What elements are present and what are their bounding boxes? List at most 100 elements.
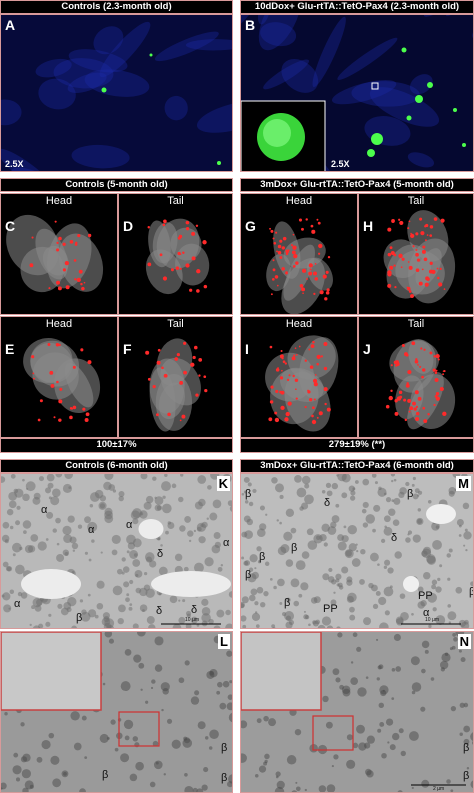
islet	[285, 252, 289, 256]
islet	[316, 416, 319, 419]
granule	[372, 528, 376, 533]
islet	[323, 387, 328, 392]
granule	[453, 637, 458, 642]
islet	[385, 404, 390, 409]
islet	[404, 352, 408, 357]
granule	[392, 519, 400, 527]
islet	[322, 274, 327, 279]
cell-type-label: β	[245, 569, 252, 581]
granule	[129, 579, 134, 585]
granule	[378, 702, 384, 709]
islet	[84, 418, 89, 423]
islet	[311, 229, 316, 234]
granule	[264, 753, 270, 760]
islet	[312, 340, 315, 344]
granule	[398, 728, 404, 734]
granule	[277, 546, 287, 556]
granule	[20, 756, 28, 763]
islet	[204, 389, 208, 393]
islet	[281, 357, 284, 360]
granule	[356, 724, 365, 734]
granule	[121, 557, 126, 562]
granule	[129, 603, 133, 607]
islet	[415, 416, 420, 422]
islet	[390, 250, 395, 256]
islet	[435, 353, 440, 359]
granule	[365, 676, 369, 679]
cell-type-label: β	[291, 542, 298, 554]
islet	[313, 292, 316, 296]
cell-type-label: δ	[156, 605, 163, 617]
islet	[442, 411, 447, 417]
em-panel: L β β β	[0, 631, 233, 793]
islet	[316, 354, 321, 360]
granule	[143, 501, 152, 510]
islet	[288, 249, 290, 251]
islet	[193, 345, 198, 350]
granule	[228, 774, 232, 784]
granule	[126, 593, 130, 597]
granule	[136, 632, 146, 637]
islet	[325, 270, 329, 274]
tissue	[67, 72, 107, 93]
granule	[241, 720, 248, 729]
granule	[431, 521, 440, 531]
islet	[291, 250, 296, 255]
granule	[4, 712, 8, 716]
granule	[333, 754, 339, 760]
granule	[456, 518, 464, 526]
islet	[426, 234, 429, 236]
islet	[425, 239, 427, 242]
granule	[166, 718, 173, 724]
granule	[34, 604, 42, 612]
granule	[135, 761, 144, 771]
granule	[2, 521, 10, 529]
granule	[149, 560, 157, 568]
islet	[421, 268, 424, 271]
tissue	[1, 148, 59, 171]
islet	[272, 278, 275, 281]
granule	[108, 484, 116, 491]
granule	[102, 612, 110, 620]
granule	[421, 640, 430, 649]
granule	[393, 497, 401, 505]
granule	[184, 516, 192, 523]
granule	[254, 601, 259, 606]
granule	[140, 688, 143, 691]
islet	[407, 261, 410, 263]
granule	[366, 735, 375, 744]
granule	[417, 586, 424, 593]
islet	[317, 221, 321, 225]
granule	[295, 781, 298, 784]
granule	[56, 542, 60, 546]
image	[266, 218, 333, 314]
granule	[190, 616, 198, 624]
granule	[441, 652, 451, 663]
granule	[225, 623, 232, 628]
granule	[228, 712, 232, 723]
granule	[80, 611, 91, 622]
granule	[70, 711, 80, 721]
islet	[185, 263, 190, 268]
granule	[387, 567, 394, 574]
granule	[273, 585, 277, 590]
granule	[29, 784, 34, 789]
granule	[10, 474, 16, 479]
granule	[455, 586, 463, 594]
region-label: Head	[45, 318, 73, 330]
granule	[254, 567, 257, 570]
islet	[325, 291, 330, 295]
granule	[178, 599, 181, 602]
islet	[275, 368, 280, 372]
islet	[393, 264, 396, 267]
islet	[147, 262, 152, 267]
islet	[53, 416, 56, 419]
scale-label: 2 µm	[433, 786, 445, 792]
granule	[190, 696, 200, 705]
islet	[413, 407, 417, 411]
islet	[181, 414, 186, 419]
granule	[417, 508, 421, 512]
granule	[336, 583, 340, 587]
islet	[323, 366, 328, 371]
granule	[63, 771, 67, 776]
